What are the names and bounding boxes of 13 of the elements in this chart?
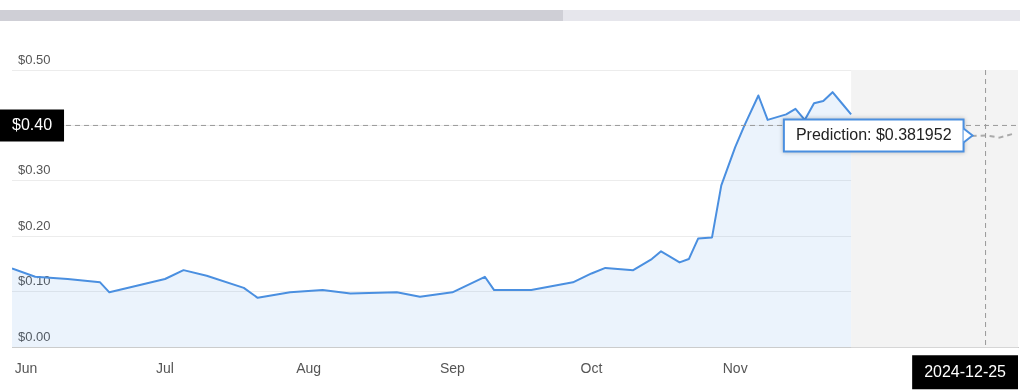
x-tick-label: Aug [296, 360, 322, 377]
y-tick-label: $0.00 [18, 328, 51, 344]
y-tick-label: $0.30 [18, 162, 51, 178]
y-tick-label: $0.50 [18, 51, 51, 67]
x-tick-label: Sep [439, 360, 466, 377]
ref-line-label: $0.40 [12, 115, 53, 133]
x-tick-label: Jun [14, 360, 38, 377]
ref-line-label: 2024-12-25 [924, 362, 1007, 380]
y-tick-label: $0.20 [18, 217, 51, 233]
x-tick-label: Nov [722, 360, 748, 377]
annotation: Prediction: $0.381952 [795, 125, 952, 143]
x-tick-label: Oct [580, 360, 603, 377]
x-tick-label: Jul [156, 360, 174, 377]
